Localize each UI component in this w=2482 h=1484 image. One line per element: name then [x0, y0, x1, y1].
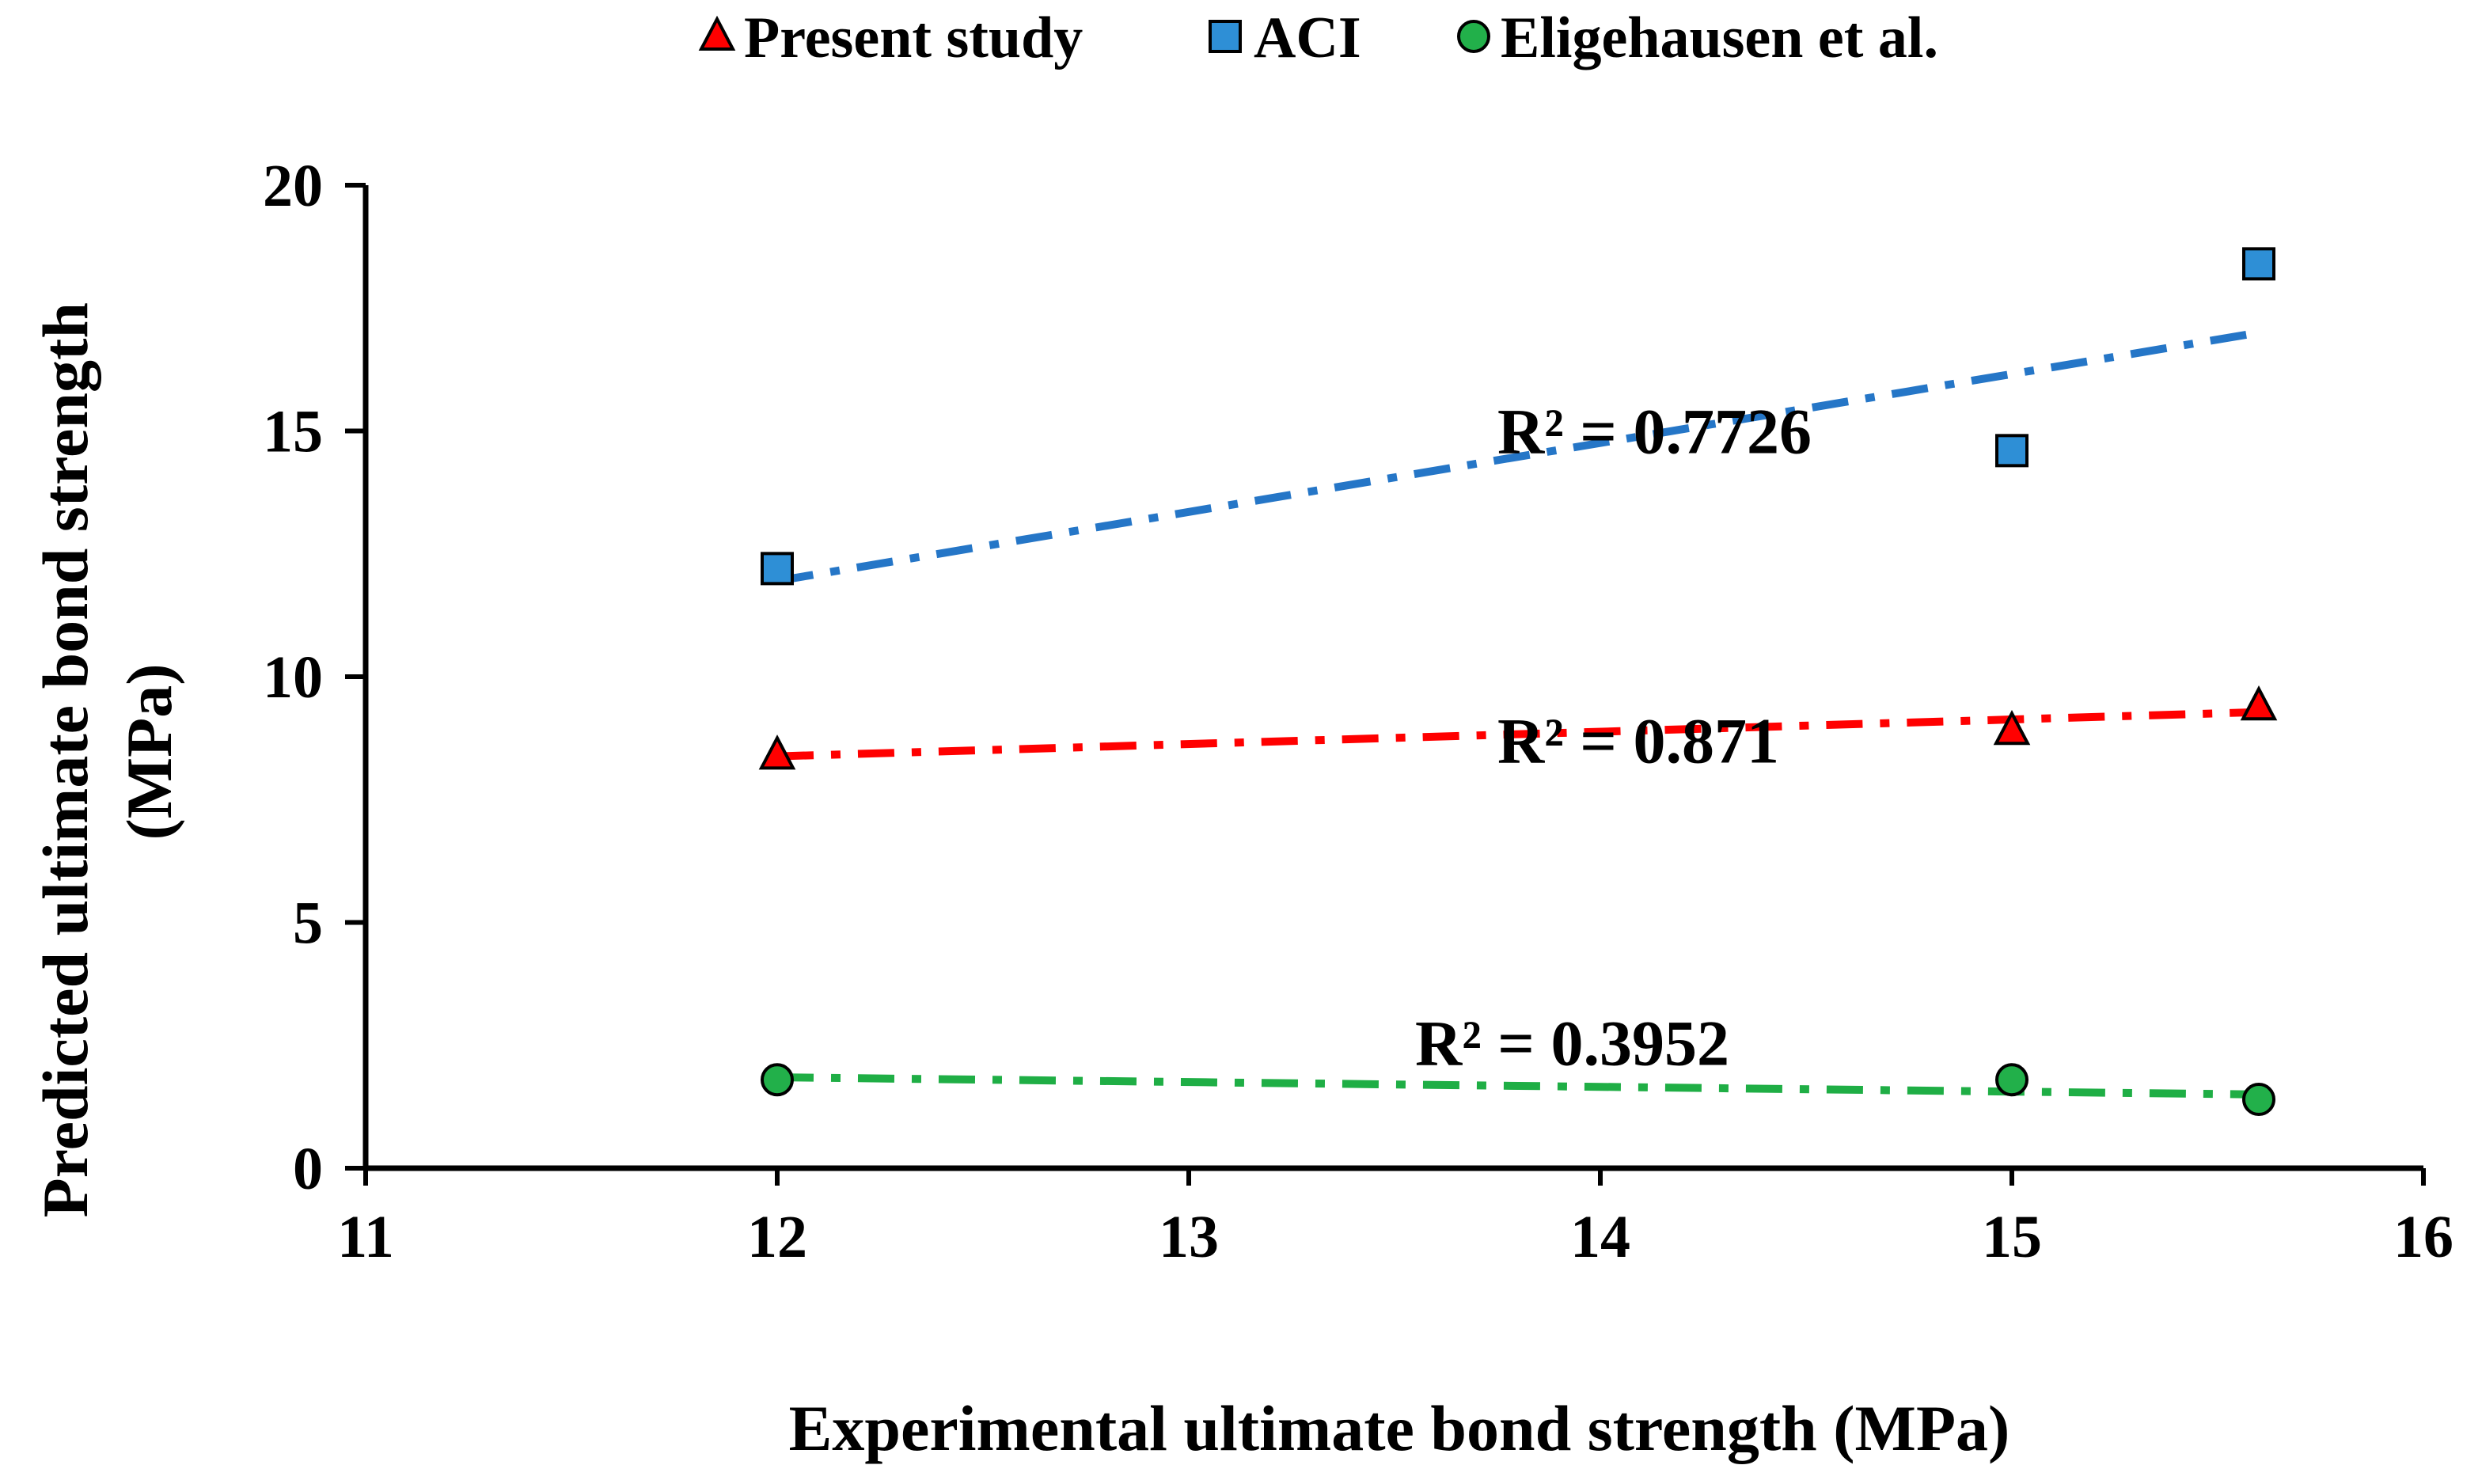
x-tick-label: 11	[337, 1204, 394, 1270]
x-tick-label: 15	[1982, 1204, 2042, 1270]
x-tick-label: 14	[1570, 1204, 1630, 1270]
point-eligehausen-et-al	[2242, 1083, 2275, 1117]
y-tick-label: 20	[263, 153, 323, 219]
y-tick-label: 5	[293, 890, 323, 957]
x-tick-label: 13	[1159, 1204, 1219, 1270]
point-aci	[2242, 247, 2275, 281]
trendline-aci	[776, 328, 2260, 585]
legend-marker-present-study	[698, 15, 736, 51]
point-aci	[761, 552, 794, 586]
r2-label-present-study: R² = 0.871	[1497, 705, 1779, 777]
point-eligehausen-et-al	[761, 1063, 794, 1097]
x-axis-title: Experimental ultimate bond strength (MPa…	[789, 1392, 2010, 1464]
legend-label-present-study: Present study	[744, 6, 1083, 70]
axes: 0 5 10 15 20 11 12 13 14 15 16	[263, 153, 2454, 1270]
legend-label-eligehausen-et-al: Eligehausen et al.	[1501, 6, 1938, 70]
point-present-study	[758, 734, 796, 770]
point-present-study	[2240, 685, 2278, 721]
legend-marker-aci	[1209, 20, 1242, 53]
point-present-study	[1993, 710, 2031, 746]
y-axis-title-line-2: (MPa)	[113, 663, 185, 840]
r2-label-eligehausen-et-al: R² = 0.3952	[1415, 1008, 1729, 1080]
y-tick-label: 0	[293, 1136, 323, 1202]
legend-marker-eligehausen-et-al	[1457, 20, 1490, 53]
legend-label-aci: ACI	[1254, 6, 1361, 70]
trendline-eligehausen-et-al	[776, 1073, 2260, 1099]
legend: Present study ACI Eligehausen et al.	[698, 6, 1938, 70]
y-axis-title-line-1: Predicted ultimate bond strength	[29, 302, 101, 1217]
r2-label-aci: R² = 0.7726	[1497, 395, 1812, 467]
x-tick-label: 12	[747, 1204, 807, 1270]
y-tick-label: 15	[263, 399, 323, 465]
point-eligehausen-et-al	[1995, 1063, 2028, 1097]
data-points	[758, 247, 2278, 1117]
r2-labels: R² = 0.871 R² = 0.7726 R² = 0.3952	[1415, 395, 1812, 1079]
x-tick-label: 16	[2393, 1204, 2454, 1270]
y-axis-title: Predicted ultimate bond strength (MPa)	[29, 287, 185, 1218]
y-tick-label: 10	[263, 644, 323, 711]
point-aci	[1995, 434, 2028, 468]
